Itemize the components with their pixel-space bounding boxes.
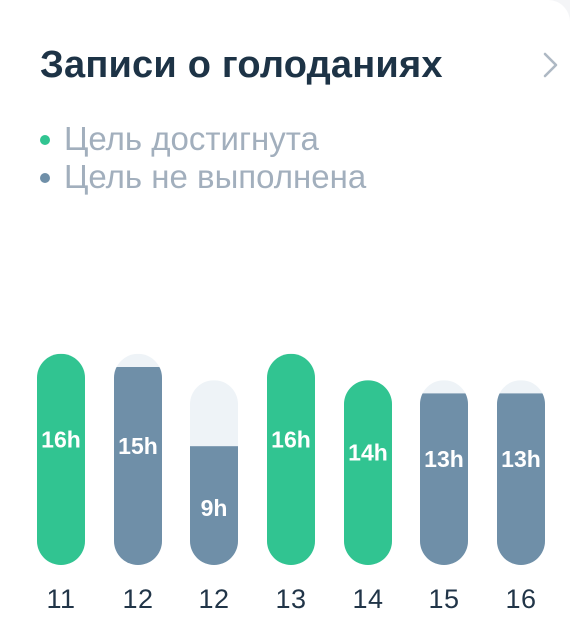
bar-group[interactable]: 13h 16 bbox=[497, 380, 545, 614]
legend-label-goal-not-achieved: Цель не выполнена bbox=[64, 158, 367, 195]
bar-group[interactable]: 16h 11 bbox=[37, 353, 85, 614]
bar-value-label: 16h bbox=[271, 426, 311, 452]
bar-fill-not-achieved bbox=[190, 446, 238, 565]
bar-fill-achieved bbox=[267, 353, 315, 565]
bar-group[interactable]: 15h 12 bbox=[114, 353, 162, 614]
bar-group[interactable]: 16h 13 bbox=[267, 353, 315, 614]
day-label: 11 bbox=[46, 584, 75, 614]
bar-fill-achieved bbox=[344, 380, 392, 565]
bar-group[interactable]: 13h 15 bbox=[420, 380, 468, 614]
bar-value-label: 13h bbox=[424, 446, 464, 472]
bar-group[interactable]: 14h 14 bbox=[344, 380, 392, 614]
bar-value-label: 13h bbox=[501, 446, 541, 472]
day-label: 15 bbox=[428, 584, 459, 614]
chevron-right-icon[interactable] bbox=[540, 50, 562, 80]
day-label: 14 bbox=[352, 584, 383, 614]
day-label: 16 bbox=[505, 584, 536, 614]
legend-dot-not-achieved bbox=[40, 173, 50, 183]
bar-fill-not-achieved bbox=[420, 393, 468, 565]
chart-legend: Цель достигнута Цель не выполнена bbox=[40, 120, 366, 196]
day-label: 12 bbox=[198, 584, 229, 614]
bar-value-label: 9h bbox=[201, 495, 228, 521]
bar-value-label: 15h bbox=[118, 433, 158, 459]
card-title: Записи о голоданиях bbox=[40, 44, 443, 86]
legend-label-goal-achieved: Цель достигнута bbox=[64, 120, 319, 157]
bar-group[interactable]: 9h 12 bbox=[190, 380, 238, 614]
legend-item-goal-not-achieved: Цель не выполнена bbox=[40, 158, 366, 196]
bar-value-label: 16h bbox=[41, 426, 81, 452]
bar-fill-not-achieved bbox=[497, 393, 545, 565]
bar-fill-achieved bbox=[37, 353, 85, 565]
day-label: 13 bbox=[275, 584, 306, 614]
day-label: 12 bbox=[122, 584, 153, 614]
bar-fill-not-achieved bbox=[114, 367, 162, 565]
legend-dot-achieved bbox=[40, 135, 50, 145]
legend-item-goal-achieved: Цель достигнута bbox=[40, 120, 366, 158]
bar-value-label: 14h bbox=[348, 440, 388, 466]
